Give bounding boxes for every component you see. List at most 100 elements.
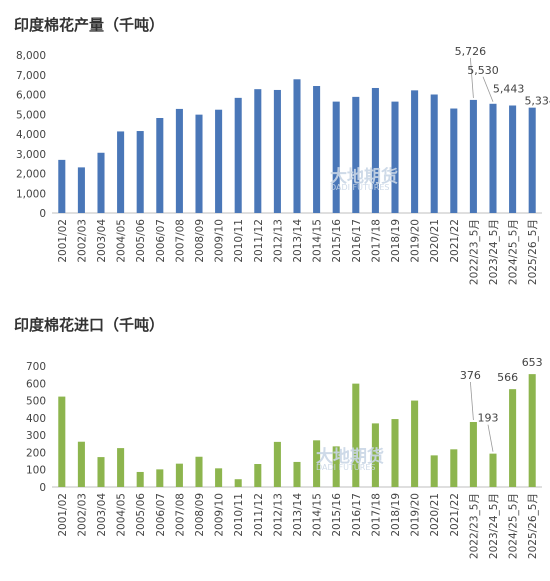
bar <box>489 103 497 213</box>
x-tick-label: 2025/26_5月 <box>527 493 539 559</box>
x-tick-label: 2010/11 <box>233 219 245 263</box>
data-label: 5,334 <box>524 95 550 108</box>
x-tick-label: 2021/22 <box>449 493 461 537</box>
data-label: 5,726 <box>455 45 487 58</box>
data-label: 566 <box>497 371 518 384</box>
x-tick-label: 2024/25_5月 <box>508 219 520 285</box>
bar <box>175 463 183 487</box>
x-tick-label: 2024/25_5月 <box>508 493 520 559</box>
bar <box>411 90 419 213</box>
bar <box>254 464 262 487</box>
bar <box>234 479 242 487</box>
x-tick-label: 2004/05 <box>116 493 128 537</box>
x-tick-label: 2006/07 <box>155 493 167 537</box>
x-tick-label: 2021/22 <box>449 219 461 263</box>
watermark-en: DADI FUTURES <box>330 183 390 192</box>
leader-line <box>487 424 494 452</box>
bar <box>156 469 164 487</box>
bar <box>136 471 144 487</box>
x-tick-label: 2001/02 <box>57 219 69 263</box>
x-tick-label: 2017/18 <box>370 219 382 263</box>
bar <box>371 423 379 487</box>
x-tick-label: 2014/15 <box>312 493 324 537</box>
x-tick-label: 2001/02 <box>57 493 69 537</box>
y-tick-label: 0 <box>39 482 46 494</box>
bar <box>313 440 321 487</box>
bar <box>175 108 183 213</box>
bar <box>469 422 477 487</box>
bar <box>430 94 438 213</box>
x-tick-label: 2012/13 <box>272 219 284 263</box>
chart-2-title: 印度棉花进口（千吨） <box>14 316 165 334</box>
x-tick-label: 2019/20 <box>410 493 422 537</box>
x-tick-label: 2002/03 <box>76 493 88 537</box>
bar <box>293 461 301 487</box>
x-tick-label: 2015/16 <box>331 493 343 537</box>
y-tick-label: 600 <box>26 378 46 390</box>
x-tick-label: 2006/07 <box>155 219 167 263</box>
data-label: 193 <box>478 412 499 425</box>
leader-line <box>470 381 474 421</box>
leader-line <box>482 76 494 102</box>
bar <box>332 101 340 213</box>
y-tick-label: 1,000 <box>16 188 46 200</box>
x-tick-label: 2005/06 <box>135 219 147 263</box>
x-tick-label: 2016/17 <box>351 493 363 537</box>
x-tick-label: 2012/13 <box>272 493 284 537</box>
x-tick-label: 2013/14 <box>292 219 304 263</box>
bar <box>136 131 144 213</box>
bar <box>273 89 281 213</box>
x-tick-label: 2023/24_5月 <box>488 219 500 285</box>
x-tick-label: 2004/05 <box>116 219 128 263</box>
watermark-cn-2: 大地期货 <box>316 447 384 467</box>
y-tick-label: 300 <box>26 430 46 442</box>
y-tick-label: 200 <box>26 447 46 459</box>
bar <box>528 107 536 213</box>
bar <box>332 446 340 487</box>
bar <box>234 97 242 213</box>
x-tick-label: 2005/06 <box>135 493 147 537</box>
bar <box>254 89 262 213</box>
x-tick-label: 2016/17 <box>351 219 363 263</box>
bar <box>528 374 536 487</box>
x-tick-label: 2009/10 <box>214 219 226 263</box>
y-tick-label: 700 <box>26 361 46 373</box>
y-tick-label: 7,000 <box>16 70 46 82</box>
bar <box>411 400 419 487</box>
bar <box>117 448 125 487</box>
bar <box>58 396 66 487</box>
x-tick-label: 2003/04 <box>96 493 108 537</box>
bar <box>391 419 399 487</box>
x-tick-label: 2002/03 <box>76 219 88 263</box>
y-tick-label: 500 <box>26 396 46 408</box>
y-tick-label: 400 <box>26 413 46 425</box>
bar <box>509 105 517 213</box>
x-tick-label: 2020/21 <box>429 493 441 537</box>
y-tick-label: 100 <box>26 465 46 477</box>
bar <box>97 457 105 487</box>
watermark-en-2: DADI FUTURES <box>316 463 376 472</box>
bar <box>371 87 379 213</box>
bar <box>215 109 223 213</box>
chart-1-title: 印度棉花产量（千吨） <box>14 16 165 34</box>
y-tick-label: 8,000 <box>16 50 46 62</box>
bar <box>195 114 203 213</box>
bar <box>391 101 399 213</box>
data-label: 376 <box>460 369 481 382</box>
bar <box>77 441 85 487</box>
bar <box>117 131 125 213</box>
x-tick-label: 2018/19 <box>390 493 402 537</box>
x-tick-label: 2023/24_5月 <box>488 493 500 559</box>
bar <box>313 86 321 213</box>
bar <box>156 118 164 213</box>
x-tick-label: 2008/09 <box>194 493 206 537</box>
bar <box>450 108 458 213</box>
x-tick-label: 2014/15 <box>312 219 324 263</box>
x-tick-label: 2010/11 <box>233 493 245 537</box>
x-tick-label: 2020/21 <box>429 219 441 263</box>
x-tick-label: 2008/09 <box>194 219 206 263</box>
import-chart: 0 100 200 300 400 500 600 700 2001/02 2002/03 2003… <box>26 356 543 559</box>
leader-line <box>470 57 474 98</box>
x-tick-label: 2013/14 <box>292 493 304 537</box>
